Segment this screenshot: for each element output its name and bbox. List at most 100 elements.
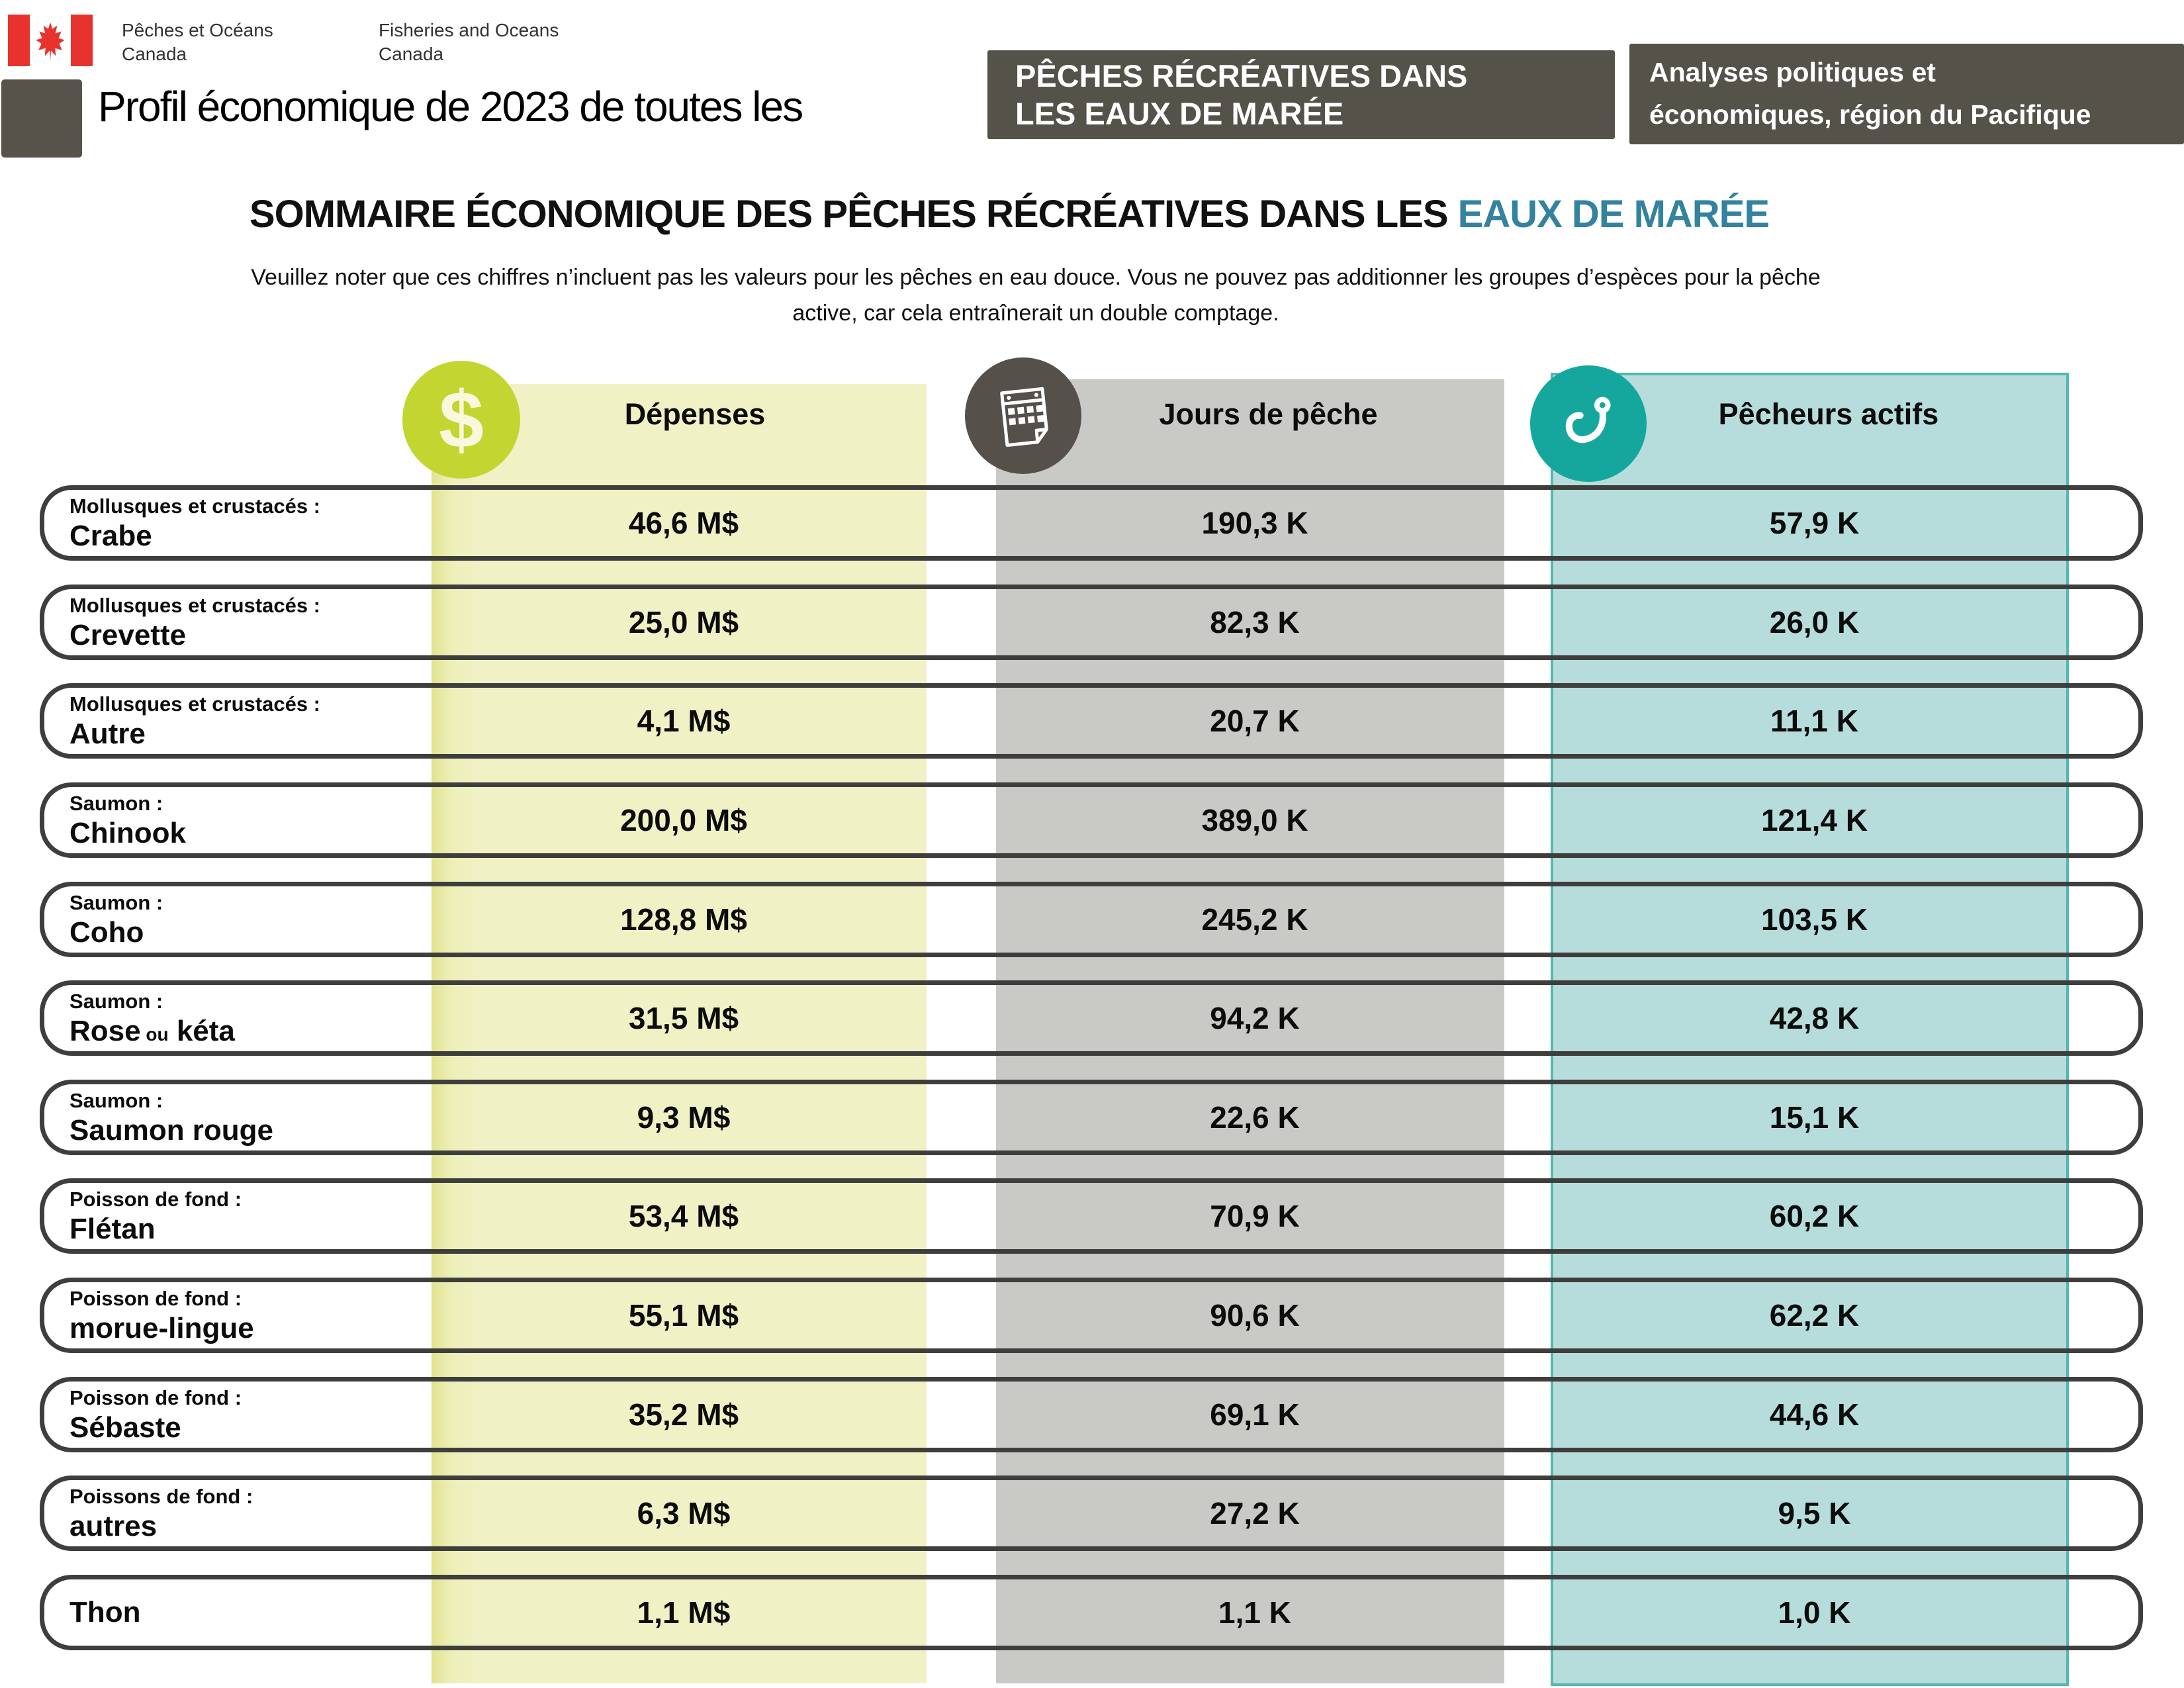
species-label: Saumon : Coho bbox=[69, 886, 163, 953]
active-fishers-value: 9,5 K bbox=[1778, 1496, 1851, 1530]
fishing-days-value: 82,3 K bbox=[1210, 605, 1300, 639]
expenditures-value: 53,4 M$ bbox=[628, 1199, 739, 1233]
species-name-part: kéta bbox=[168, 1014, 235, 1047]
dollar-glyph: $ bbox=[439, 375, 484, 465]
species-name: Crabe bbox=[69, 519, 152, 552]
species-label: Poisson de fond : morue-lingue bbox=[69, 1282, 254, 1348]
species-label: Mollusques et crustacés : Crevette bbox=[69, 589, 320, 655]
column-header-fishing-days: Jours de pêche bbox=[1159, 397, 1378, 431]
section-heading: SOMMAIRE ÉCONOMIQUE DES PÊCHES RÉCRÉATIV… bbox=[0, 192, 2019, 236]
table-row: Poisson de fond : morue-lingue 55,1 M$ 90,6… bbox=[40, 1278, 2143, 1353]
org-box-line1: Analyses politiques et bbox=[1649, 57, 1936, 88]
title-left-block bbox=[1, 79, 82, 158]
expenditures-value: 128,8 M$ bbox=[620, 902, 747, 937]
table-row: Poisson de fond : Sébaste 35,2 M$ 69,1 K 44,… bbox=[40, 1377, 2143, 1452]
table-row: Saumon : Coho 128,8 M$ 245,2 K 103,5 K bbox=[40, 882, 2143, 957]
table-row: Poissons de fond : autres 6,3 M$ 27,2 K 9,5 … bbox=[40, 1476, 2143, 1551]
species-name: Saumon rouge bbox=[69, 1113, 274, 1147]
expenditures-value: 4,1 M$ bbox=[637, 704, 731, 738]
fishing-days-value: 20,7 K bbox=[1210, 704, 1300, 738]
species-name-small-word: ou bbox=[140, 1023, 169, 1045]
species-label: Poisson de fond : Flétan bbox=[69, 1183, 242, 1249]
species-name: Coho bbox=[69, 915, 144, 949]
species-category: Mollusques et crustacés : bbox=[69, 593, 321, 617]
disclaimer-line1: Veuillez noter que ces chiffres n’inclue… bbox=[251, 265, 1821, 290]
active-fishers-value: 11,1 K bbox=[1770, 704, 1858, 738]
expenditures-column-band bbox=[432, 384, 927, 1683]
expenditures-value: 6,3 M$ bbox=[637, 1496, 731, 1530]
fishing-days-value: 245,2 K bbox=[1201, 902, 1308, 937]
species-name: Flétan bbox=[69, 1212, 156, 1245]
species-label: Saumon : Saumon rouge bbox=[69, 1084, 273, 1150]
logo-text-french: Pêches et Océans Canada bbox=[122, 20, 273, 65]
fishing-days-value: 27,2 K bbox=[1210, 1496, 1300, 1530]
species-name: Autre bbox=[69, 717, 146, 750]
active-fishers-value: 42,8 K bbox=[1769, 1001, 1860, 1035]
table-row: Mollusques et crustacés : Crabe 46,6 M$ 190… bbox=[40, 485, 2143, 561]
species-label: Saumon : Rose ou kéta bbox=[69, 985, 235, 1051]
expenditures-value: 55,1 M$ bbox=[628, 1298, 739, 1333]
table-row: Thon 1,1 M$ 1,1 K 1,0 K bbox=[40, 1575, 2143, 1650]
species-label: Mollusques et crustacés : Crabe bbox=[69, 490, 320, 556]
hook-icon bbox=[1530, 365, 1647, 482]
species-name: Rose ou kéta bbox=[69, 1014, 235, 1047]
species-name: Crevette bbox=[69, 618, 187, 651]
fishing-days-value: 389,0 K bbox=[1201, 803, 1308, 837]
active-fishers-value: 44,6 K bbox=[1769, 1397, 1860, 1432]
species-category: Saumon : bbox=[69, 890, 163, 914]
species-category: Saumon : bbox=[69, 791, 163, 815]
title-box-line2: LES EAUX DE MARÉE bbox=[1015, 96, 1344, 131]
canada-flag-logo bbox=[8, 15, 93, 66]
species-label: Mollusques et crustacés : Autre bbox=[69, 688, 320, 754]
fishing-days-value: 90,6 K bbox=[1210, 1298, 1300, 1333]
active-fishers-value: 15,1 K bbox=[1769, 1100, 1860, 1135]
species-category: Saumon : bbox=[69, 989, 163, 1013]
species-name-part: Rose bbox=[69, 1014, 141, 1047]
column-header-expenditures: Dépenses bbox=[624, 397, 766, 431]
species-name: morue-lingue bbox=[69, 1311, 254, 1344]
expenditures-value: 31,5 M$ bbox=[628, 1001, 739, 1035]
disclaimer-line2: active, car cela entraînerait un double … bbox=[792, 301, 1279, 326]
species-label: Saumon : Chinook bbox=[69, 787, 186, 853]
active-fishers-value: 62,2 K bbox=[1769, 1298, 1860, 1333]
active-fishers-column-band bbox=[1551, 373, 2069, 1686]
species-category: Poissons de fond : bbox=[69, 1484, 253, 1508]
table-row: Poisson de fond : Flétan 53,4 M$ 70,9 K 60,2… bbox=[40, 1178, 2143, 1254]
column-header-active-fishers: Pêcheurs actifs bbox=[1718, 397, 1939, 431]
species-category: Saumon : bbox=[69, 1088, 163, 1112]
expenditures-value: 200,0 M$ bbox=[620, 803, 747, 837]
table-row: Saumon : Saumon rouge 9,3 M$ 22,6 K 15,1 K bbox=[40, 1080, 2143, 1155]
dollar-icon: $ bbox=[402, 361, 520, 479]
fishing-days-value: 69,1 K bbox=[1210, 1397, 1300, 1432]
disclaimer-note: Veuillez noter que ces chiffres n’inclue… bbox=[0, 259, 2071, 332]
species-label: Poisson de fond : Sébaste bbox=[69, 1382, 242, 1448]
species-category: Poisson de fond : bbox=[69, 1385, 242, 1409]
active-fishers-value: 57,9 K bbox=[1769, 506, 1860, 540]
fishing-days-value: 70,9 K bbox=[1210, 1199, 1300, 1233]
table-row: Mollusques et crustacés : Autre 4,1 M$ 20,7… bbox=[40, 683, 2143, 759]
species-label: Thon bbox=[69, 1579, 141, 1646]
species-name: Thon bbox=[69, 1596, 141, 1628]
fishing-days-value: 1,1 K bbox=[1218, 1595, 1291, 1630]
species-label: Poissons de fond : autres bbox=[69, 1480, 253, 1546]
species-name: autres bbox=[69, 1509, 158, 1542]
expenditures-value: 1,1 M$ bbox=[637, 1595, 731, 1630]
active-fishers-value: 60,2 K bbox=[1769, 1199, 1860, 1233]
logo-text-english: Fisheries and Oceans Canada bbox=[379, 20, 559, 65]
calendar-icon bbox=[965, 357, 1081, 474]
expenditures-value: 25,0 M$ bbox=[628, 605, 739, 639]
expenditures-value: 46,6 M$ bbox=[628, 506, 739, 540]
section-heading-teal: EAUX DE MARÉE bbox=[1457, 193, 1770, 236]
fishing-days-value: 22,6 K bbox=[1210, 1100, 1300, 1135]
species-name: Sébaste bbox=[69, 1411, 181, 1444]
fishing-days-value: 190,3 K bbox=[1201, 506, 1308, 540]
page-title: Profil économique de 2023 de toutes les bbox=[98, 83, 803, 130]
table-row: Saumon : Rose ou kéta 31,5 M$ 94,2 K 42,8 K bbox=[40, 980, 2143, 1056]
table-row: Saumon : Chinook 200,0 M$ 389,0 K 121,4 K bbox=[40, 782, 2143, 858]
species-category: Poisson de fond : bbox=[69, 1187, 242, 1211]
title-box-line1: PÊCHES RÉCRÉATIVES DANS bbox=[1015, 58, 1468, 93]
org-box-line2: économiques, région du Pacifique bbox=[1649, 99, 2091, 130]
species-category: Mollusques et crustacés : bbox=[69, 494, 321, 518]
expenditures-value: 35,2 M$ bbox=[628, 1397, 739, 1432]
